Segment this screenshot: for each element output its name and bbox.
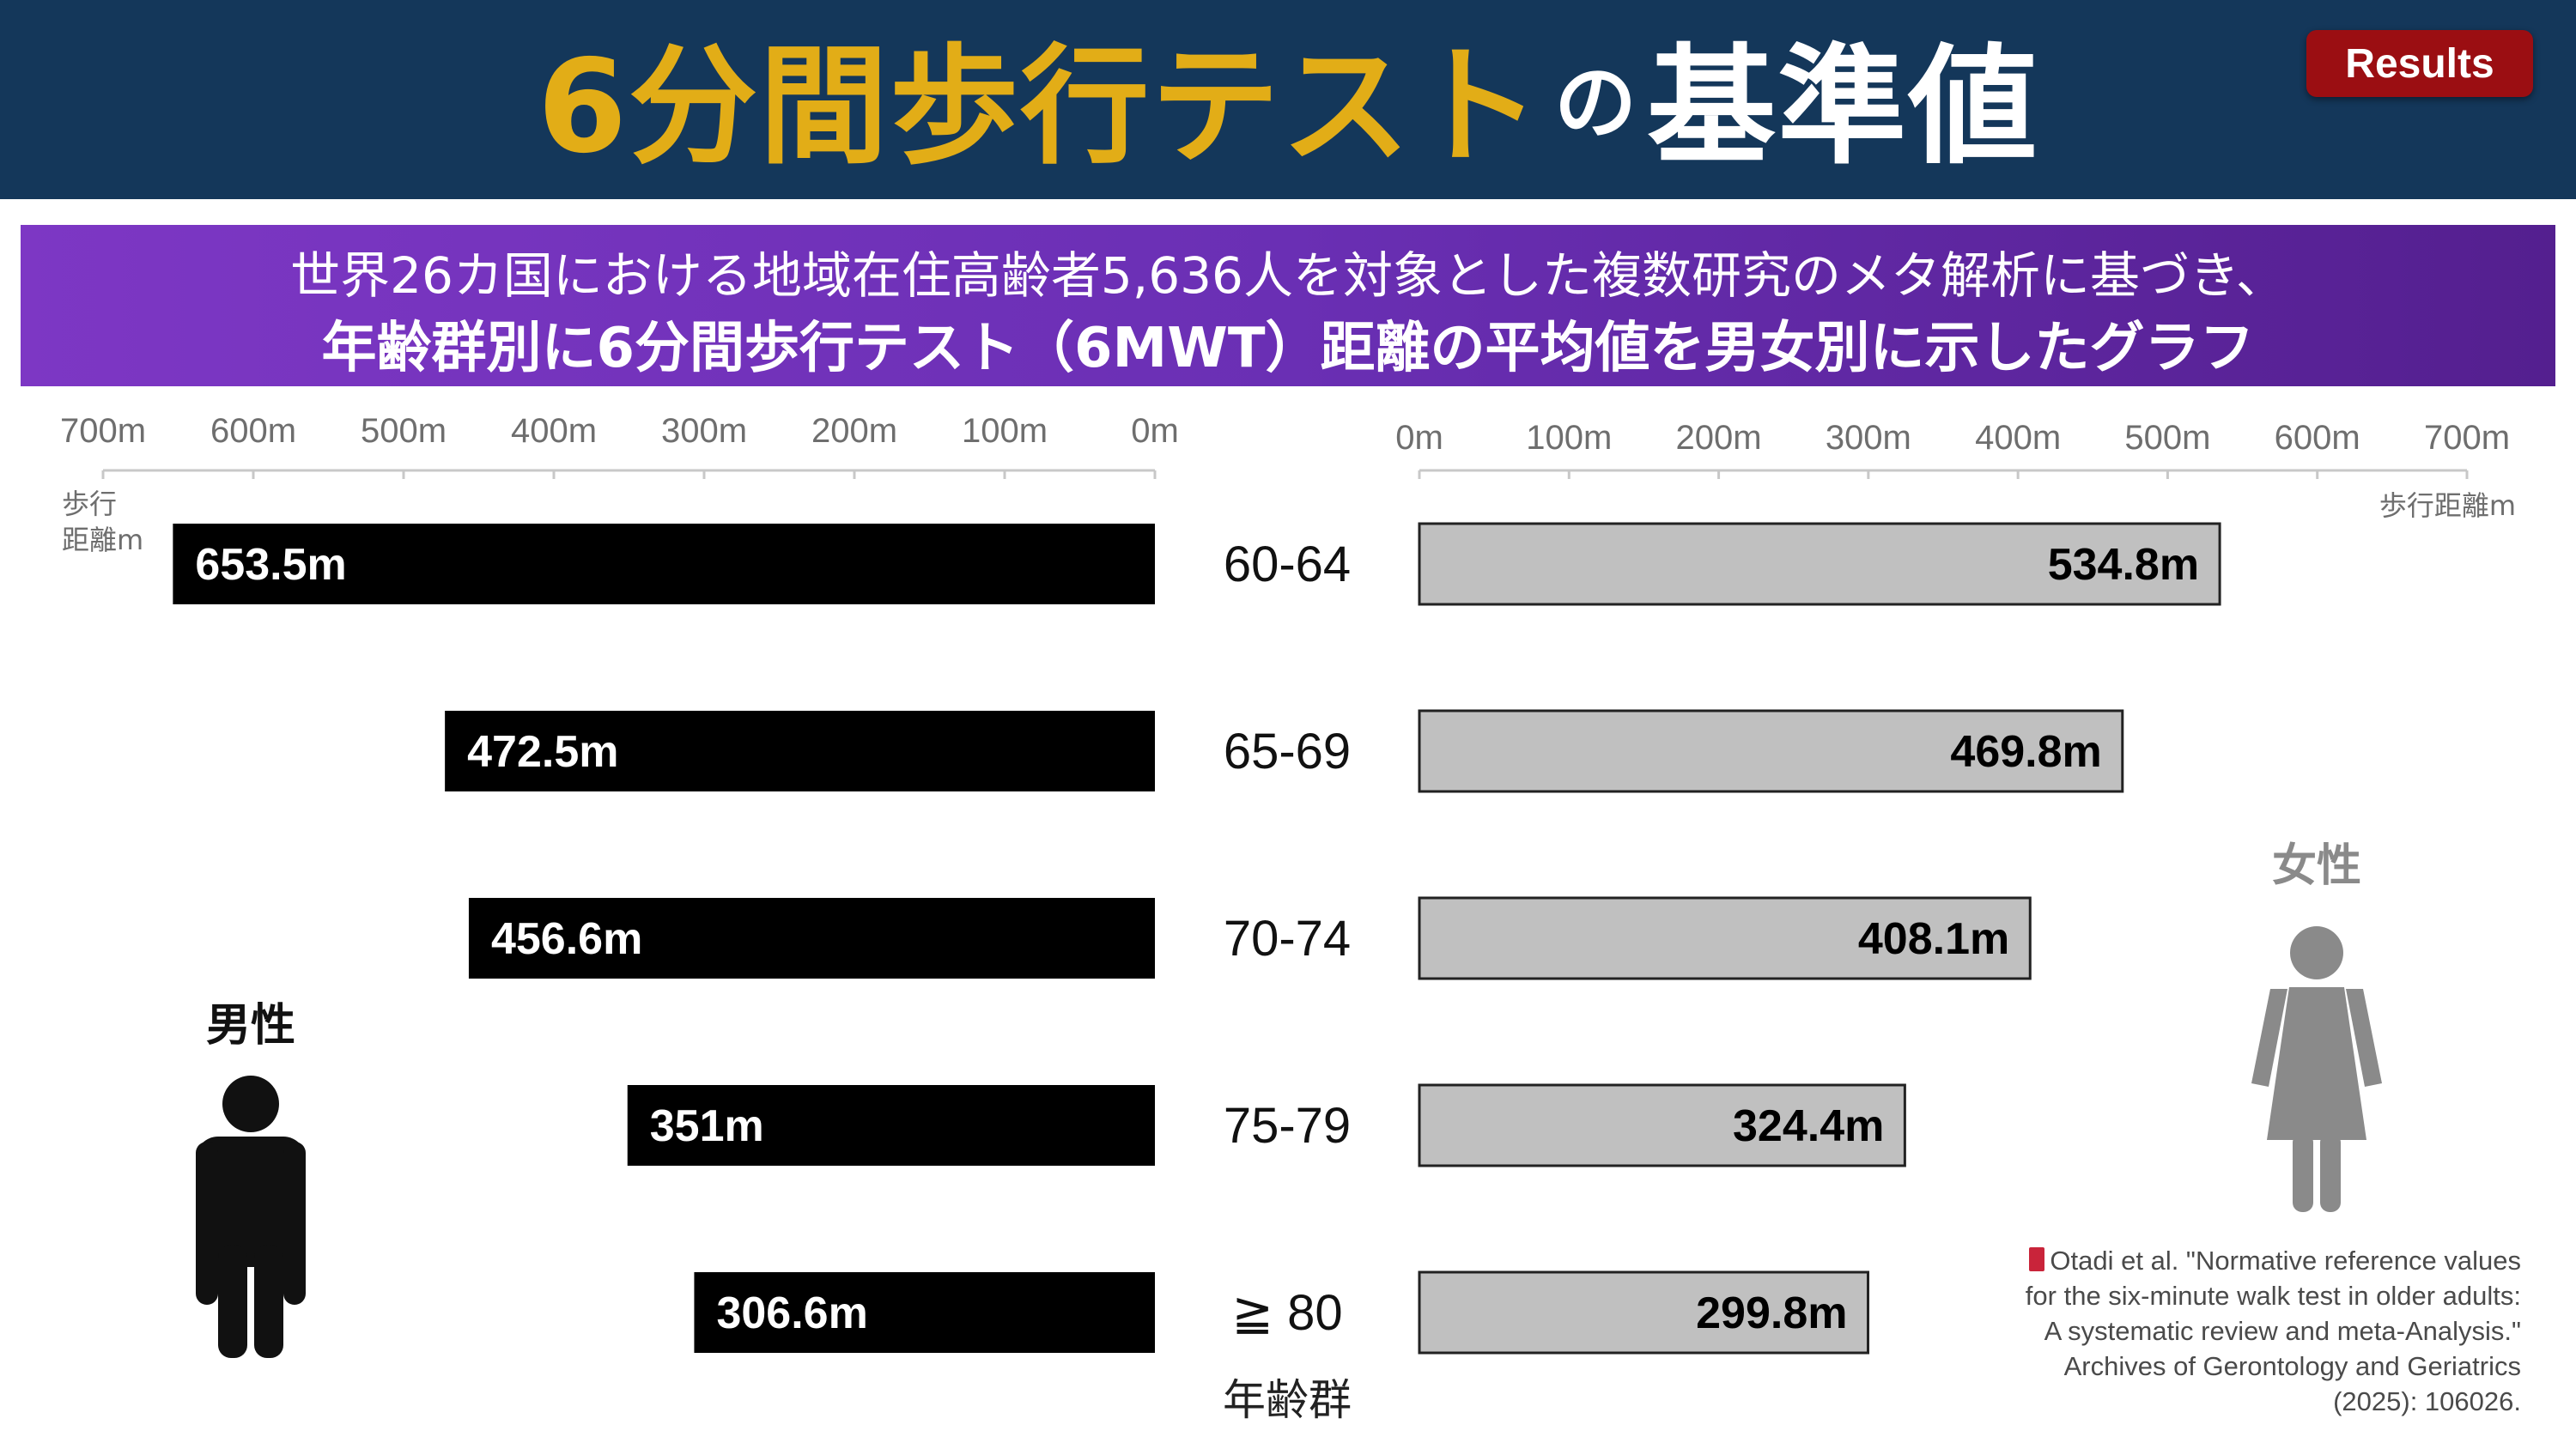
subtitle-banner: 世界26カ国における地域在住高齢者5,636人を対象とした複数研究のメタ解析に基… bbox=[21, 225, 2555, 386]
female-bar-label: 469.8m bbox=[1950, 727, 2101, 777]
female-figure-leg bbox=[2293, 1133, 2313, 1212]
right-tick-label: 100m bbox=[1526, 419, 1612, 457]
female-bar-label: 408.1m bbox=[1858, 914, 2009, 964]
male-bar bbox=[468, 898, 1155, 979]
male-bar-label: 653.5m bbox=[195, 540, 346, 590]
female-figure-icon bbox=[2290, 926, 2343, 979]
right-tick-label: 200m bbox=[1676, 419, 1762, 457]
male-bar-label: 472.5m bbox=[467, 727, 618, 777]
female-bar bbox=[1418, 1083, 1906, 1167]
female-figure-dress bbox=[2267, 987, 2366, 1140]
age-group-label: 75-79 bbox=[1224, 1098, 1351, 1154]
citation: Otadi et al. "Normative reference values… bbox=[1920, 1243, 2521, 1419]
citation-line-1: Otadi et al. "Normative reference values bbox=[2050, 1246, 2521, 1276]
right-axis-title: 歩行距離m bbox=[2379, 489, 2516, 522]
left-axis-title-line-2: 距離m bbox=[62, 524, 143, 556]
left-tick-label: 100m bbox=[962, 412, 1048, 450]
right-tick-label: 300m bbox=[1826, 419, 1911, 457]
page-title: 6分間歩行テスト の 基準値 bbox=[0, 0, 2576, 199]
left-tick-label: 300m bbox=[661, 412, 747, 450]
female-bar bbox=[1418, 1270, 1870, 1355]
title-rest: 基準値 bbox=[1647, 32, 2039, 182]
citation-line-5: (2025): 106026. bbox=[2333, 1386, 2521, 1416]
title-highlight: 6分間歩行テスト bbox=[537, 32, 1543, 182]
age-group-axis-title: 年齢群 bbox=[1223, 1375, 1352, 1425]
title-particle: の bbox=[1554, 54, 1639, 151]
right-tick-label: 500m bbox=[2124, 419, 2210, 457]
age-group-label: 60-64 bbox=[1224, 537, 1351, 592]
male-figure-arm bbox=[283, 1142, 306, 1305]
male-bar-label: 456.6m bbox=[491, 914, 642, 964]
left-tick-label: 500m bbox=[361, 412, 447, 450]
female-bar bbox=[1418, 709, 2124, 793]
female-figure-arm bbox=[2346, 989, 2382, 1087]
banner-line-2: 年齢群別に6分間歩行テスト（6MWT）距離の平均値を男女別に示したグラフ bbox=[321, 317, 2255, 380]
male-bar bbox=[694, 1272, 1155, 1353]
male-figure-leg bbox=[218, 1245, 247, 1358]
book-icon bbox=[2029, 1247, 2045, 1271]
female-bar-label: 324.4m bbox=[1733, 1101, 1884, 1151]
male-bar-label: 306.6m bbox=[716, 1288, 867, 1338]
right-tick-label: 600m bbox=[2275, 419, 2360, 457]
female-bar-label: 534.8m bbox=[2048, 540, 2199, 590]
left-tick-label: 200m bbox=[811, 412, 897, 450]
left-tick-label: 600m bbox=[210, 412, 296, 450]
female-bar-label: 299.8m bbox=[1696, 1288, 1847, 1338]
male-figure-body bbox=[196, 1137, 306, 1267]
male-figure-arm bbox=[196, 1142, 218, 1305]
age-group-label: ≧ 80 bbox=[1231, 1285, 1342, 1341]
age-group-label: 70-74 bbox=[1224, 911, 1351, 967]
female-figure-arm bbox=[2251, 989, 2287, 1087]
age-group-label: 65-69 bbox=[1224, 724, 1351, 779]
male-bar-label: 351m bbox=[650, 1101, 764, 1151]
citation-line-4: Archives of Gerontology and Geriatrics bbox=[2063, 1351, 2521, 1381]
male-bar bbox=[445, 711, 1155, 791]
female-bar bbox=[1418, 522, 2221, 606]
male-bar bbox=[173, 524, 1155, 604]
female-figure-leg bbox=[2320, 1133, 2341, 1212]
right-tick-label: 400m bbox=[1975, 419, 2061, 457]
banner-line-1: 世界26カ国における地域在住高齢者5,636人を対象とした複数研究のメタ解析に基… bbox=[290, 246, 2286, 305]
male-figure-leg bbox=[254, 1245, 283, 1358]
left-axis-title-line-1: 歩行 bbox=[62, 488, 117, 520]
left-tick-label: 0m bbox=[1131, 412, 1179, 450]
results-badge: Results bbox=[2306, 30, 2533, 97]
citation-line-2: for the six-minute walk test in older ad… bbox=[2025, 1281, 2521, 1311]
male-figure-icon bbox=[222, 1076, 279, 1132]
legend-female: 女性 bbox=[2272, 840, 2361, 892]
legend-male: 男性 bbox=[206, 1000, 295, 1052]
left-tick-label: 400m bbox=[511, 412, 597, 450]
left-tick-label: 700m bbox=[60, 412, 146, 450]
male-bar bbox=[627, 1085, 1155, 1166]
right-tick-label: 0m bbox=[1395, 419, 1443, 457]
female-bar bbox=[1418, 896, 2032, 980]
citation-line-3: A systematic review and meta-Analysis." bbox=[2044, 1316, 2521, 1346]
right-tick-label: 700m bbox=[2424, 419, 2510, 457]
header-bar bbox=[0, 0, 2576, 199]
